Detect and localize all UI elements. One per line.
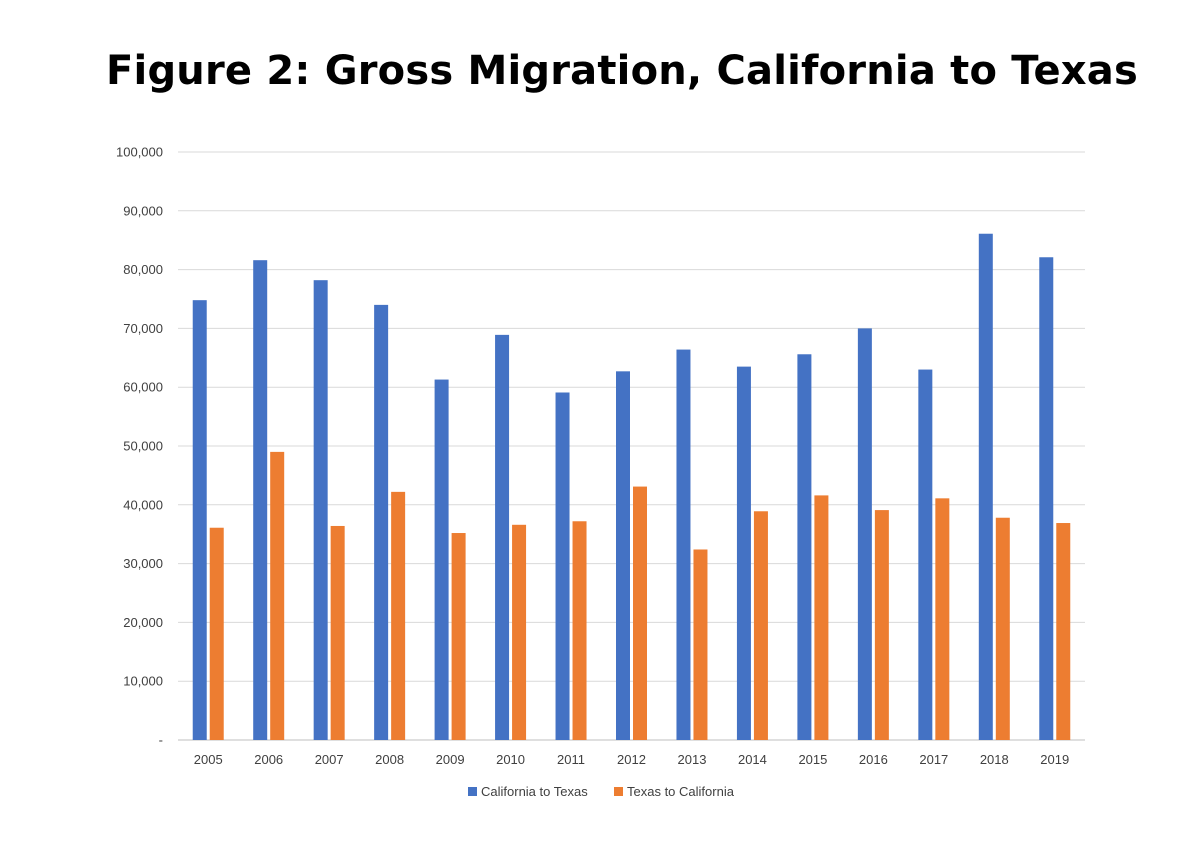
bar-california-to-texas-2005 — [192, 300, 207, 740]
x-tick-label: 2005 — [194, 752, 223, 767]
bar-texas-to-california-2014 — [753, 511, 768, 740]
bar-california-to-texas-2016 — [857, 328, 872, 740]
x-tick-label: 2006 — [254, 752, 283, 767]
x-tick-label: 2017 — [919, 752, 948, 767]
bars — [192, 233, 1071, 740]
y-axis-tick-labels: - 10,000 20,000 30,000 40,000 50,000 60,000 70,… — [116, 145, 163, 748]
legend: California to Texas Texas to California — [468, 784, 735, 799]
bar-california-to-texas-2015 — [797, 354, 812, 740]
bar-california-to-texas-2010 — [495, 334, 510, 740]
y-tick-label: 30,000 — [123, 556, 163, 571]
y-tick-label: 100,000 — [116, 145, 163, 160]
x-tick-label: 2013 — [678, 752, 707, 767]
bar-texas-to-california-2015 — [814, 495, 829, 740]
legend-swatch — [614, 787, 623, 796]
x-tick-label: 2011 — [557, 752, 585, 767]
x-tick-label: 2018 — [980, 752, 1009, 767]
y-tick-label: 10,000 — [123, 674, 163, 689]
legend-label: Texas to California — [627, 784, 735, 799]
bar-california-to-texas-2012 — [616, 371, 630, 740]
bar-california-to-texas-2007 — [313, 280, 328, 740]
bar-california-to-texas-2011 — [555, 392, 570, 740]
bar-california-to-texas-2017 — [918, 369, 933, 740]
bar-texas-to-california-2011 — [572, 521, 587, 740]
y-tick-label: 60,000 — [123, 380, 163, 395]
bar-california-to-texas-2018 — [978, 233, 993, 740]
bar-texas-to-california-2012 — [633, 486, 647, 740]
bar-texas-to-california-2005 — [209, 527, 224, 740]
x-tick-label: 2014 — [738, 752, 767, 767]
x-tick-label: 2007 — [315, 752, 344, 767]
bar-texas-to-california-2013 — [693, 549, 708, 740]
bar-texas-to-california-2019 — [1056, 523, 1071, 740]
chart-title: Figure 2: Gross Migration, California to… — [106, 48, 1138, 94]
bar-texas-to-california-2010 — [512, 524, 527, 740]
y-tick-label: - — [159, 733, 163, 748]
y-tick-label: 90,000 — [123, 203, 163, 218]
gridlines — [178, 151, 1085, 741]
bar-california-to-texas-2019 — [1039, 257, 1054, 740]
bar-texas-to-california-2008 — [391, 491, 406, 740]
bar-california-to-texas-2014 — [736, 366, 751, 740]
x-tick-label: 2015 — [798, 752, 827, 767]
bar-texas-to-california-2018 — [995, 517, 1010, 740]
bar-california-to-texas-2013 — [676, 349, 691, 740]
bar-texas-to-california-2016 — [874, 510, 889, 740]
legend-swatch — [468, 787, 477, 796]
bar-california-to-texas-2006 — [253, 260, 268, 740]
x-tick-label: 2008 — [375, 752, 404, 767]
bar-texas-to-california-2017 — [935, 498, 950, 740]
y-tick-label: 50,000 — [123, 439, 163, 454]
x-tick-label: 2012 — [617, 752, 646, 767]
y-tick-label: 80,000 — [123, 262, 163, 277]
y-tick-label: 70,000 — [123, 321, 163, 336]
x-tick-label: 2010 — [496, 752, 525, 767]
x-tick-label: 2016 — [859, 752, 888, 767]
bar-california-to-texas-2009 — [434, 379, 449, 740]
bar-california-to-texas-2008 — [374, 304, 389, 740]
x-tick-label: 2019 — [1040, 752, 1069, 767]
y-tick-label: 20,000 — [123, 615, 163, 630]
x-tick-label: 2009 — [436, 752, 465, 767]
bar-texas-to-california-2006 — [270, 451, 285, 740]
legend-label: California to Texas — [481, 784, 588, 799]
y-tick-label: 40,000 — [123, 497, 163, 512]
x-axis-tick-labels: 2005 2006 2007 2008 2009 2010 2011 2012 2013 2014… — [194, 752, 1069, 767]
bar-texas-to-california-2009 — [451, 533, 466, 740]
bar-texas-to-california-2007 — [330, 525, 345, 740]
